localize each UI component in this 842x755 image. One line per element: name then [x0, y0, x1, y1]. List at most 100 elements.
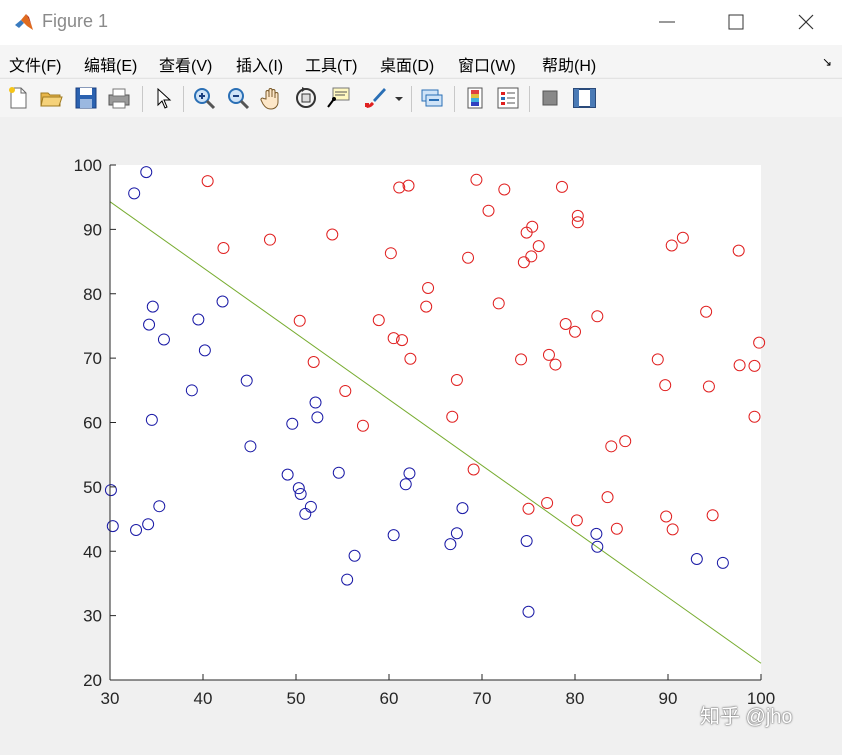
data-point-red: [610, 522, 623, 535]
menu-desktop[interactable]: 桌面(D): [380, 58, 435, 75]
data-point-red: [733, 359, 746, 372]
data-point-blue: [716, 556, 729, 569]
data-point-red: [541, 496, 554, 509]
data-point-red: [517, 256, 530, 269]
menu-file[interactable]: 文件(F): [9, 58, 62, 75]
menu-help[interactable]: 帮助(H): [542, 58, 597, 75]
dock-figure-icon[interactable]: ↘: [822, 55, 833, 69]
data-point-red: [660, 510, 673, 523]
data-point-blue: [292, 482, 305, 495]
insert-colorbar-icon[interactable]: [462, 85, 488, 111]
data-point-red: [651, 353, 664, 366]
open-file-icon[interactable]: [38, 85, 64, 111]
data-point-blue: [690, 552, 703, 565]
brush-icon[interactable]: [362, 85, 388, 111]
data-point-red: [591, 310, 604, 323]
save-icon[interactable]: [73, 85, 99, 111]
data-point-blue: [198, 344, 211, 357]
data-point-red: [201, 175, 214, 188]
data-point-red: [532, 240, 545, 253]
data-point-red: [555, 180, 568, 193]
data-point-blue: [140, 166, 153, 179]
data-point-blue: [104, 484, 117, 497]
x-tick-label: 100: [747, 689, 775, 708]
data-point-red: [387, 332, 400, 345]
data-point-red: [339, 384, 352, 397]
brush-dropdown-icon[interactable]: [392, 85, 406, 111]
menu-edit[interactable]: 编辑(E): [84, 58, 138, 75]
data-point-red: [384, 247, 397, 260]
matlab-logo-icon: [15, 14, 33, 30]
data-point-red: [307, 355, 320, 368]
data-cursor-icon[interactable]: [326, 85, 352, 111]
data-point-blue: [244, 440, 257, 453]
minimize-button[interactable]: [637, 0, 697, 45]
data-point-blue: [348, 549, 361, 562]
data-point-red: [467, 463, 480, 476]
data-point-red: [676, 231, 689, 244]
print-icon[interactable]: [106, 85, 132, 111]
window-title: Figure 1: [42, 11, 109, 31]
data-point-red: [326, 228, 339, 241]
new-figure-icon[interactable]: [5, 85, 31, 111]
data-point-red: [559, 318, 572, 331]
data-point-red: [482, 204, 495, 217]
show-plot-tools-icon[interactable]: [571, 85, 597, 111]
minimize-icon: [659, 21, 675, 23]
data-point-red: [402, 179, 415, 192]
edit-plot-arrow-icon[interactable]: [150, 85, 176, 111]
link-plot-icon[interactable]: [419, 85, 445, 111]
data-point-blue: [522, 605, 535, 618]
watermark: 知乎 @jho: [700, 706, 793, 728]
title-bar: Figure 1: [0, 0, 842, 45]
data-point-red: [748, 359, 761, 372]
data-point-blue: [399, 478, 412, 491]
close-button[interactable]: [776, 0, 836, 45]
zoom-out-icon[interactable]: [225, 85, 251, 111]
toolbar-separator: [529, 86, 530, 112]
insert-legend-icon[interactable]: [495, 85, 521, 111]
toolbar-separator: [411, 86, 412, 112]
rotate-3d-icon[interactable]: [293, 85, 319, 111]
data-point-blue: [311, 411, 324, 424]
data-point-red: [605, 440, 618, 453]
data-point-blue: [456, 502, 469, 515]
toolbar-separator: [183, 86, 184, 112]
data-point-red: [396, 334, 409, 347]
data-point-red: [700, 305, 713, 318]
data-point-blue: [403, 467, 416, 480]
data-point-red: [522, 502, 535, 515]
menu-insert[interactable]: 插入(I): [236, 58, 284, 75]
data-point-blue: [240, 374, 253, 387]
y-tick-label: 20: [83, 671, 102, 690]
x-tick-label: 80: [566, 689, 585, 708]
data-point-blue: [130, 524, 143, 537]
y-tick-label: 40: [83, 542, 102, 561]
menu-view[interactable]: 查看(V): [159, 58, 213, 75]
data-point-red: [372, 314, 385, 327]
data-point-blue: [281, 468, 294, 481]
data-point-red: [732, 244, 745, 257]
maximize-button[interactable]: [706, 0, 766, 45]
x-tick-label: 60: [380, 689, 399, 708]
data-point-blue: [387, 529, 400, 542]
y-tick-label: 70: [83, 349, 102, 368]
data-point-blue: [332, 466, 345, 479]
menu-window[interactable]: 窗口(W): [458, 58, 516, 75]
hide-plot-tools-icon[interactable]: [537, 85, 563, 111]
data-point-red: [420, 300, 433, 313]
y-tick-label: 50: [83, 478, 102, 497]
pan-hand-icon[interactable]: [259, 85, 285, 111]
axes-background: [110, 165, 761, 680]
data-point-blue: [153, 500, 166, 513]
data-point-red: [462, 251, 475, 264]
zoom-in-icon[interactable]: [191, 85, 217, 111]
data-point-red: [570, 514, 583, 527]
menu-tools[interactable]: 工具(T): [305, 58, 358, 75]
data-point-blue: [192, 313, 205, 326]
x-tick-label: 50: [287, 689, 306, 708]
data-point-red: [515, 353, 528, 366]
data-point-red: [753, 336, 766, 349]
y-tick-label: 80: [83, 285, 102, 304]
